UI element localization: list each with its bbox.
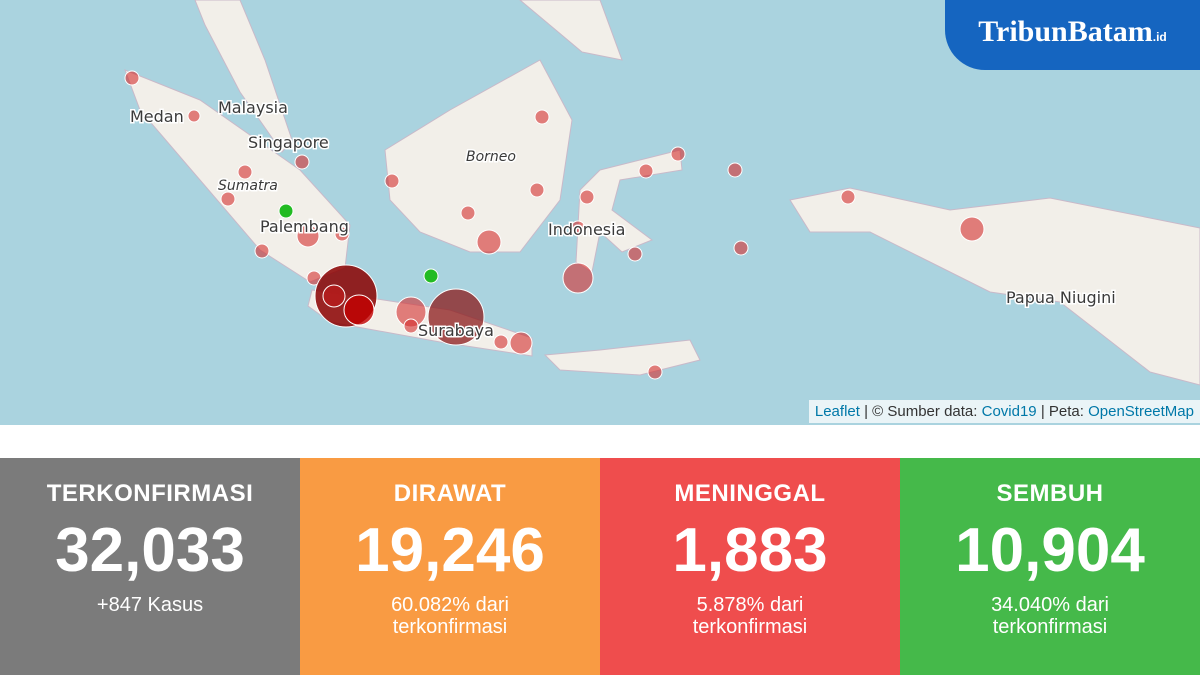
stat-value: 1,883 [672, 516, 828, 585]
stat-value: 10,904 [955, 516, 1145, 585]
place-label: Borneo [466, 149, 516, 165]
place-label: Indonesia [548, 220, 625, 239]
place-label: Papua Niugini [1006, 288, 1116, 307]
stat-card: DIRAWAT 19,246 60.082% dari terkonfirmas… [300, 458, 600, 675]
place-label: Singapore [248, 133, 329, 152]
osm-link[interactable]: OpenStreetMap [1088, 403, 1194, 420]
logo[interactable]: TribunBatam.id [945, 0, 1200, 70]
stat-value: 19,246 [355, 516, 545, 585]
leaflet-link[interactable]: Leaflet [814, 403, 860, 420]
stat-title: MENINGGAL [674, 480, 826, 507]
stat-card: MENINGGAL 1,883 5.878% dari terkonfirmas… [600, 458, 900, 675]
case-markers [124, 70, 985, 380]
stat-title: SEMBUH [996, 480, 1104, 507]
stat-cards: TERKONFIRMASI 32,033 +847 Kasus DIRAWAT … [0, 458, 1200, 675]
place-label: Sumatra [218, 178, 278, 194]
stat-card: SEMBUH 10,904 34.040% dari terkonfirmasi [900, 458, 1200, 675]
source-link[interactable]: Covid19 [981, 403, 1037, 420]
attribution-text: | Peta: [1040, 403, 1084, 420]
stat-note: 34.040% dari terkonfirmasi [991, 594, 1109, 638]
logo-suffix: .id [1152, 30, 1167, 44]
stat-note: 60.082% dari terkonfirmasi [391, 594, 509, 638]
stat-title: DIRAWAT [393, 480, 507, 507]
stat-note: +847 Kasus [96, 594, 204, 616]
stat-card: TERKONFIRMASI 32,033 +847 Kasus [0, 458, 300, 675]
stat-note: 5.878% dari terkonfirmasi [692, 594, 808, 638]
stat-title: TERKONFIRMASI [46, 480, 254, 507]
place-label: Surabaya [418, 321, 494, 340]
map[interactable]: Malaysia Medan Singapore Sumatra Palemba… [0, 0, 1200, 425]
stat-value: 32,033 [55, 516, 245, 585]
attribution-text: | © Sumber data: [864, 403, 978, 420]
place-label: Medan [130, 107, 184, 126]
attribution: Leaflet | © Sumber data: Covid19 | Peta:… [808, 400, 1200, 423]
logo-text: TribunBatam [978, 15, 1153, 48]
place-label: Malaysia [218, 98, 288, 117]
place-label: Palembang [260, 217, 349, 236]
